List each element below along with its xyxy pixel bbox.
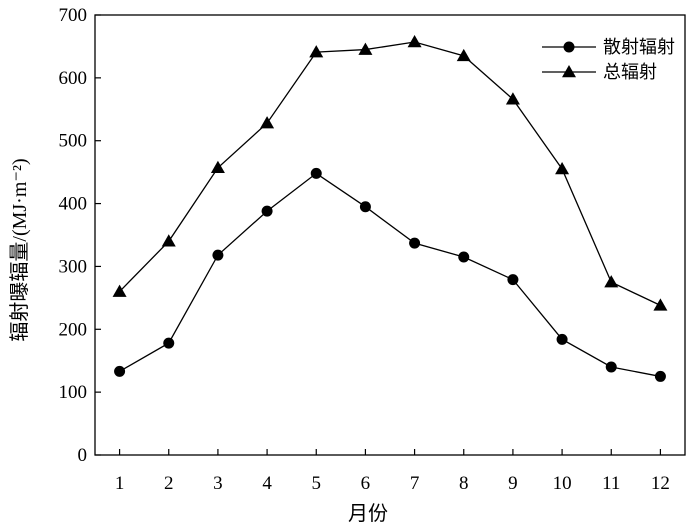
- series-layer: [112, 35, 668, 382]
- legend-marker: [563, 41, 575, 53]
- triangle-point: [555, 162, 570, 175]
- circle-point: [654, 370, 666, 382]
- triangle-point: [358, 42, 373, 55]
- triangle-point: [407, 35, 422, 48]
- series-line: [119, 41, 661, 306]
- x-tick-label: 3: [213, 473, 223, 494]
- series-line: [119, 172, 661, 378]
- x-axis: 1 2 3 4 5 6 7 8 9 10 11 12: [115, 449, 670, 494]
- x-axis-label: 月份: [348, 502, 388, 525]
- triangle-point: [210, 160, 225, 173]
- x-tick-label: 7: [410, 473, 420, 494]
- y-axis: 0 100 200 300 400 500 600 700: [59, 5, 101, 466]
- y-tick-label: 400: [59, 194, 88, 215]
- circle-point: [163, 337, 175, 349]
- y-tick-label: 100: [59, 382, 88, 403]
- x-tick-label: 2: [164, 473, 174, 494]
- triangle-point: [161, 234, 176, 247]
- plot-frame: [94, 14, 686, 456]
- circle-point: [212, 249, 224, 261]
- circle-point: [310, 167, 322, 179]
- triangle-point: [653, 298, 668, 311]
- x-tick-label: 1: [115, 473, 125, 494]
- x-tick-label: 9: [508, 473, 518, 494]
- y-tick-label: 300: [59, 256, 88, 277]
- circle-point: [458, 251, 470, 263]
- legend-label: 总辐射: [603, 62, 657, 82]
- y-tick-label: 200: [59, 319, 88, 340]
- circle-point: [261, 205, 273, 217]
- triangle-point: [260, 116, 275, 129]
- circle-point: [359, 201, 371, 213]
- x-tick-label: 6: [361, 473, 371, 494]
- series-2: [112, 35, 668, 311]
- series-1: [114, 167, 666, 382]
- y-tick-label: 500: [59, 131, 88, 152]
- circle-point: [556, 333, 568, 345]
- triangle-point: [604, 275, 619, 288]
- y-tick-label: 700: [59, 5, 88, 26]
- circle-point: [605, 361, 617, 373]
- circle-point: [114, 365, 126, 377]
- circle-point: [409, 237, 421, 249]
- x-tick-label: 12: [651, 473, 670, 494]
- x-tick-label: 11: [602, 473, 620, 494]
- x-tick-label: 5: [312, 473, 322, 494]
- x-tick-label: 4: [262, 473, 272, 494]
- legend-marker: [562, 65, 576, 78]
- x-tick-label: 10: [553, 473, 572, 494]
- triangle-point: [112, 284, 127, 297]
- y-axis-label: 辐射曝辐量/(MJ·m⁻²): [8, 158, 31, 341]
- circle-point: [507, 274, 519, 286]
- triangle-point: [309, 45, 324, 58]
- triangle-point: [505, 92, 520, 105]
- y-tick-label: 0: [78, 445, 88, 466]
- y-tick-label: 600: [59, 68, 88, 89]
- legend-label: 散射辐射: [603, 37, 675, 57]
- x-tick-label: 8: [459, 473, 469, 494]
- triangle-point: [456, 48, 471, 62]
